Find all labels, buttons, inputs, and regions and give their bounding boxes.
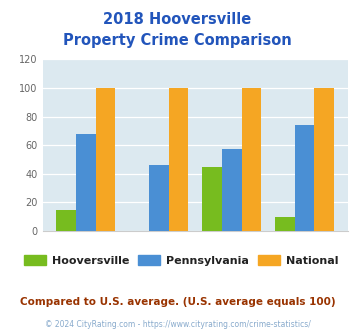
Bar <box>275 217 295 231</box>
Bar <box>149 165 169 231</box>
Bar <box>169 88 189 231</box>
Bar <box>96 88 115 231</box>
Bar <box>315 88 334 231</box>
Legend: Hooversville, Pennsylvania, National: Hooversville, Pennsylvania, National <box>20 250 343 270</box>
Text: Compared to U.S. average. (U.S. average equals 100): Compared to U.S. average. (U.S. average … <box>20 297 335 307</box>
Bar <box>76 134 96 231</box>
Text: 2018 Hooversville: 2018 Hooversville <box>103 12 252 26</box>
Bar <box>295 125 315 231</box>
Bar <box>56 210 76 231</box>
Text: Property Crime Comparison: Property Crime Comparison <box>63 33 292 48</box>
Bar <box>202 167 222 231</box>
Bar <box>222 149 241 231</box>
Text: © 2024 CityRating.com - https://www.cityrating.com/crime-statistics/: © 2024 CityRating.com - https://www.city… <box>45 320 310 329</box>
Bar <box>241 88 261 231</box>
